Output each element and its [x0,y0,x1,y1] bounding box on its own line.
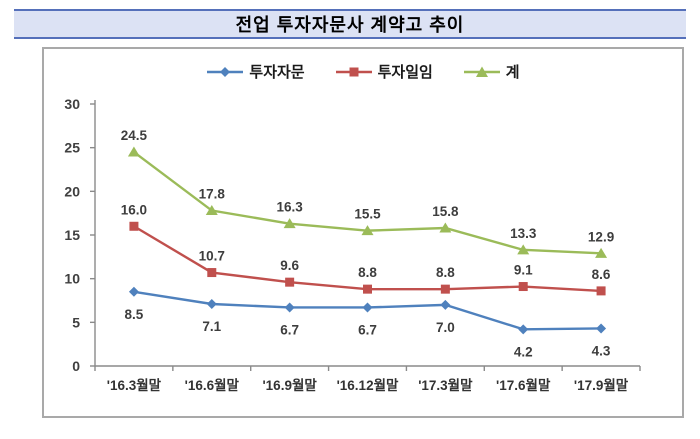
triangle-marker-total [517,244,530,255]
diamond-marker-advisory [518,324,529,335]
y-tick-label: 20 [64,183,80,199]
square-marker-discretionary [285,277,295,287]
triangle-marker-total [283,218,296,229]
legend-square-swatch-discretionary [335,67,372,76]
diamond-marker-advisory [440,299,451,310]
x-category-label: '17.6월말 [496,377,551,393]
legend-label-total: 계 [505,64,520,81]
data-label-total: 24.5 [121,128,148,143]
chart-frame: 투자자문 투자일임 계 0 5 10 15 20 25 30 '16.3월말 '16.6월말 '16.… [42,47,684,418]
triangle-marker-total [439,222,452,233]
data-label-total: 12.9 [588,229,614,244]
square-marker-discretionary [596,286,606,296]
data-label-advisory: 7.1 [202,319,221,334]
data-label-total: 16.3 [277,200,304,215]
legend-label-advisory: 투자자문 [249,64,305,81]
legend-item-discretionary: 투자일임 [335,61,433,82]
data-label-discretionary: 8.8 [358,265,377,280]
data-label-advisory: 8.5 [125,307,144,322]
triangle-marker-total [205,205,218,216]
square-marker-discretionary [207,268,217,278]
data-label-total: 17.8 [199,187,226,202]
square-marker-discretionary [440,284,450,294]
x-category-label: '16.12월말 [337,377,399,393]
data-label-discretionary: 10.7 [199,249,225,264]
x-category-label: '17.3월말 [418,377,473,393]
data-label-advisory: 4.3 [592,343,611,358]
diamond-marker-advisory [128,286,139,297]
triangle-marker-total [361,225,374,236]
triangle-marker-total [595,247,608,258]
square-marker-discretionary [518,282,528,292]
diamond-marker-advisory [362,302,373,313]
data-label-advisory: 7.0 [436,320,455,335]
data-label-discretionary: 8.8 [436,265,455,280]
data-label-advisory: 6.7 [280,322,299,337]
chart-title: 전업 투자자문사 계약고 추이 [235,15,465,35]
data-label-advisory: 6.7 [358,322,377,337]
y-tick-label: 0 [72,358,80,374]
square-marker-discretionary [363,284,372,294]
x-category-label: '16.6월말 [185,377,240,393]
data-label-advisory: 4.2 [514,344,533,359]
x-category-label: '16.3월말 [107,377,162,393]
legend-item-advisory: 투자자문 [206,61,305,82]
legend-item-total: 계 [463,61,520,82]
triangle-marker-total [127,146,140,157]
x-category-label: '17.9월말 [574,377,629,393]
data-label-discretionary: 16.0 [121,202,147,217]
diamond-marker-advisory [596,323,607,334]
data-label-total: 15.5 [354,207,381,222]
data-label-total: 15.8 [432,204,459,219]
x-category-label: '16.9월말 [262,377,317,393]
data-label-discretionary: 9.1 [514,263,533,278]
diamond-marker-advisory [284,302,295,313]
y-tick-label: 15 [64,227,80,243]
legend-diamond-swatch-advisory [207,66,244,77]
legend-label-discretionary: 투자일임 [377,64,433,81]
chart-title-banner: 전업 투자자문사 계약고 추이 [14,9,686,39]
diamond-marker-advisory [206,298,217,309]
data-label-discretionary: 9.6 [280,258,299,273]
square-marker-discretionary [129,221,139,231]
y-tick-label: 25 [64,140,80,156]
legend: 투자자문 투자일임 계 [44,61,682,82]
legend-triangle-swatch-total [463,66,500,77]
y-tick-label: 5 [72,314,80,330]
data-label-total: 13.3 [510,226,537,241]
data-label-discretionary: 8.6 [592,267,611,282]
line-chart-plot: 0 5 10 15 20 25 30 '16.3월말 '16.6월말 '16.9월말 '16.12월… [64,96,641,393]
y-tick-label: 10 [64,271,80,287]
y-tick-label: 30 [64,96,80,112]
